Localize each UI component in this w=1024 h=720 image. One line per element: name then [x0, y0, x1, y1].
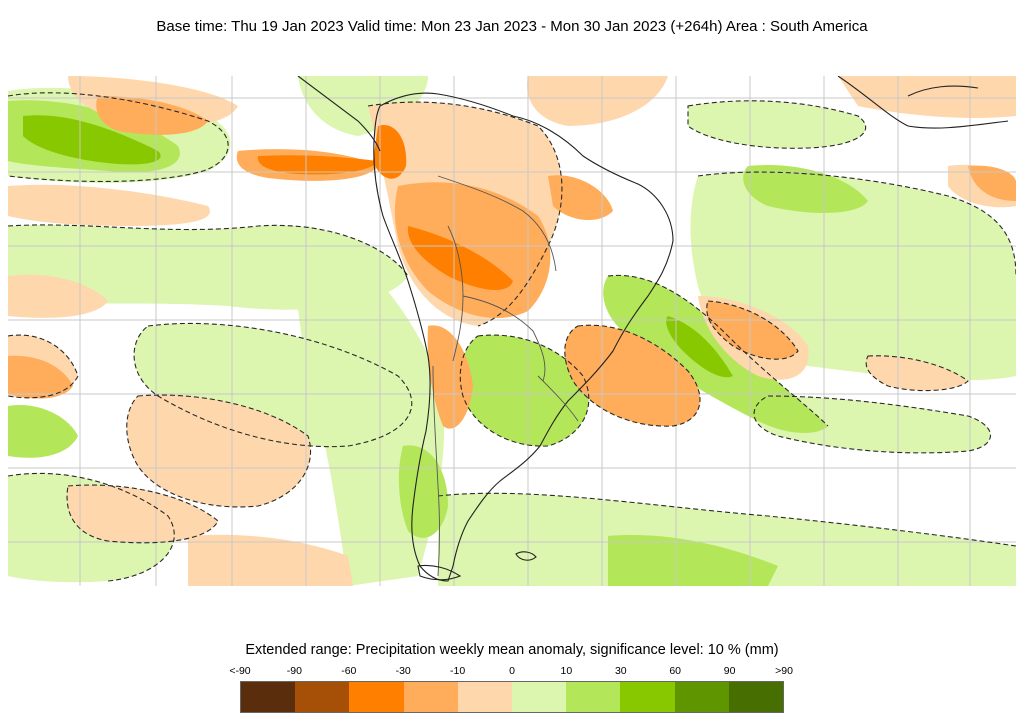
legend-title: Extended range: Precipitation weekly mea… — [245, 642, 779, 658]
negative-region — [373, 125, 407, 179]
legend-swatch — [349, 682, 404, 712]
legend-tick-label: -30 — [395, 665, 411, 677]
significance-contours — [8, 92, 1016, 582]
legend-swatch — [241, 682, 296, 712]
positive-region — [688, 100, 866, 149]
negative-region — [548, 175, 613, 221]
positive-region — [298, 76, 428, 136]
map-canvas — [8, 76, 1016, 586]
legend-swatch — [512, 682, 567, 712]
legend-tick-label: 10 — [560, 665, 573, 677]
map-title: Base time: Thu 19 Jan 2023 Valid time: M… — [156, 18, 868, 35]
central-america-coastline — [297, 76, 381, 152]
negative-region — [67, 485, 219, 543]
legend-tick-label: 60 — [669, 665, 682, 677]
caribbean-islands — [907, 85, 979, 97]
legend-swatch — [566, 682, 621, 712]
negative-region — [968, 165, 1016, 201]
legend-tick-label: >90 — [775, 665, 793, 677]
negative-region — [427, 325, 473, 429]
legend-tick-label: <-90 — [229, 665, 251, 677]
positive-region — [460, 335, 589, 447]
negative-region — [706, 301, 798, 360]
color-legend — [240, 681, 784, 713]
legend-tick-label: -60 — [341, 665, 357, 677]
lat-lon-grid — [8, 76, 1016, 586]
negative-region — [407, 226, 513, 291]
positive-anomaly-regions — [8, 76, 1016, 586]
negative-region — [8, 184, 210, 226]
positive-region — [438, 493, 1016, 586]
legend-swatch — [674, 682, 729, 712]
negative-region — [564, 325, 700, 427]
country-border — [462, 295, 546, 382]
negative-region — [527, 76, 668, 126]
legend-tick-labels: <-90 -90 -60 -30 -10 0 10 30 60 90 >90 — [229, 665, 793, 679]
negative-region — [126, 395, 311, 507]
legend-tick-label: -10 — [450, 665, 466, 677]
negative-region — [394, 182, 551, 319]
negative-region — [96, 96, 208, 135]
negative-region — [188, 534, 353, 586]
tierra-del-fuego — [417, 564, 462, 581]
negative-region — [8, 355, 73, 399]
negative-region — [8, 274, 108, 318]
caribbean-islands — [837, 76, 1009, 129]
falklands — [515, 551, 537, 561]
legend-tick-label: 90 — [723, 665, 736, 677]
country-border — [537, 375, 579, 422]
legend-tick-label: -90 — [286, 665, 302, 677]
negative-region — [257, 155, 378, 175]
legend-tick-label: 0 — [509, 665, 515, 677]
negative-anomaly-regions — [8, 76, 1016, 586]
positive-region — [23, 115, 161, 165]
legend-swatch — [457, 682, 513, 712]
positive-region — [666, 316, 733, 378]
south-america-coastline — [373, 92, 674, 582]
legend-swatch — [620, 682, 675, 712]
positive-region — [608, 535, 778, 586]
legend-swatch — [728, 682, 784, 712]
country-border — [432, 365, 440, 577]
anomaly-map — [8, 76, 1016, 586]
legend-swatch — [403, 682, 458, 712]
positive-region — [743, 165, 868, 213]
negative-region — [838, 76, 1016, 118]
positive-region — [8, 405, 78, 458]
coastlines — [297, 76, 1009, 582]
negative-region — [866, 355, 968, 391]
legend-tick-label: 30 — [614, 665, 627, 677]
country-border — [437, 175, 557, 272]
legend-swatch — [295, 682, 350, 712]
